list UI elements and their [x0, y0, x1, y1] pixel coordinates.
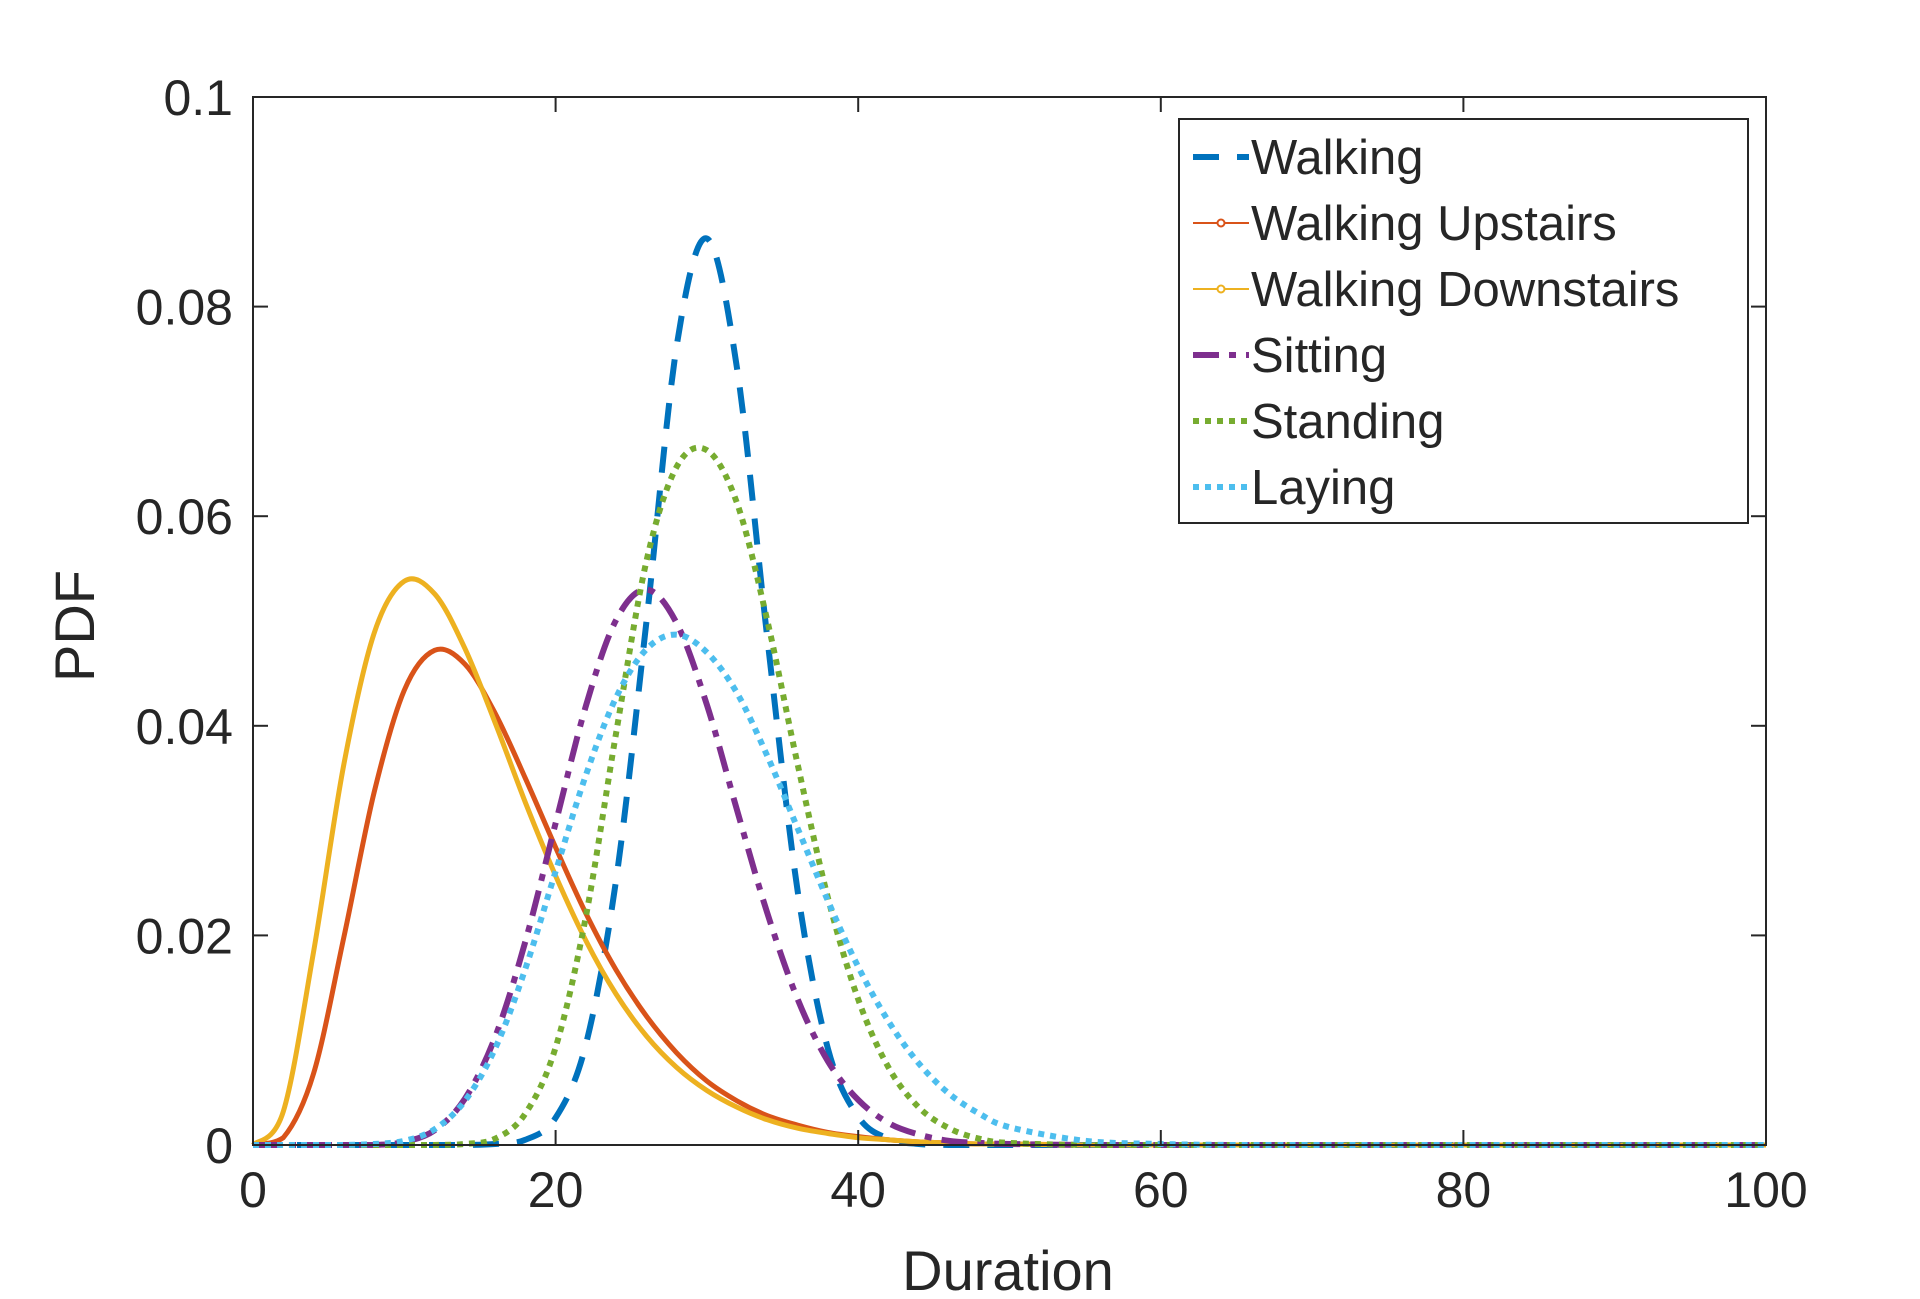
y-tick-label: 0.06: [136, 489, 233, 545]
legend-box: [1178, 118, 1749, 524]
legend-marker-3: [1216, 284, 1226, 294]
legend-marker-2: [1216, 218, 1226, 228]
legend-label-6: Laying: [1251, 461, 1395, 515]
x-tick-label: 60: [1133, 1162, 1189, 1218]
legend-label-5: Standing: [1251, 395, 1444, 449]
y-tick-label: 0.02: [136, 908, 233, 964]
legend-label-3: Walking Downstairs: [1251, 263, 1679, 317]
x-tick-label: 100: [1724, 1162, 1807, 1218]
x-axis-label: Duration: [902, 1239, 1114, 1294]
y-tick-label: 0.04: [136, 699, 233, 755]
x-tick-label: 0: [239, 1162, 267, 1218]
legend-label-4: Sitting: [1251, 329, 1387, 383]
legend: Walking Walking Upstairs Walking Downstair…: [1178, 118, 1749, 524]
y-axis-label: PDF: [43, 570, 106, 682]
x-tick-label: 40: [830, 1162, 886, 1218]
legend-label-2: Walking Upstairs: [1251, 197, 1617, 251]
axes-layer: 0 20 40 60 80 100 0 0.02 0.04 0.06 0.08 0.1: [136, 70, 1808, 1218]
x-tick-label: 80: [1436, 1162, 1492, 1218]
x-tick-label: 20: [528, 1162, 584, 1218]
legend-label-1: Walking: [1251, 131, 1423, 185]
axes-box: [252, 96, 1767, 1146]
y-tick-label: 0: [205, 1118, 233, 1174]
y-tick-label: 0.08: [136, 280, 233, 336]
y-tick-label: 0.1: [163, 70, 233, 126]
